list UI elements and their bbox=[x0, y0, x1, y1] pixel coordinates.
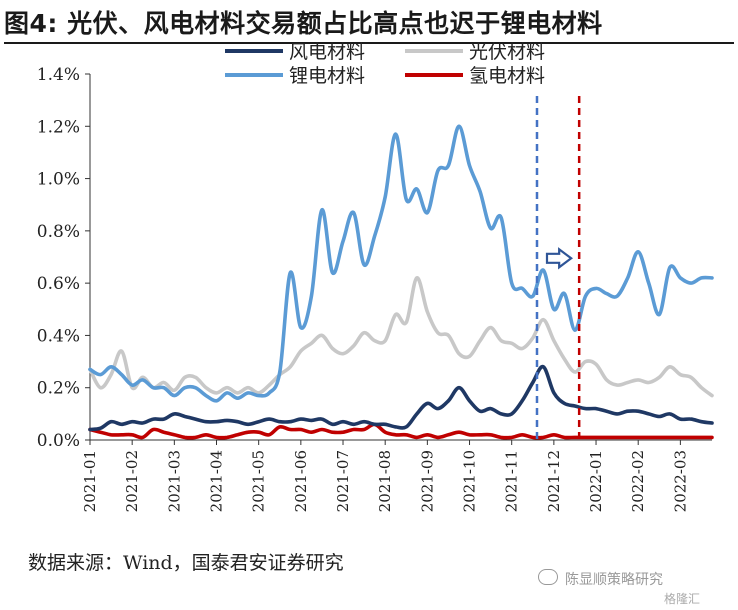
y-tick-label: 0.8% bbox=[37, 222, 80, 242]
watermark-text: 陈显顺策略研究 bbox=[565, 572, 663, 588]
x-tick-label: 2021-02 bbox=[123, 450, 141, 512]
series-line-wind bbox=[88, 364, 714, 432]
x-tick-label: 2022-03 bbox=[671, 450, 689, 512]
y-tick-label: 0.0% bbox=[37, 431, 80, 451]
x-tick-label: 2021-08 bbox=[376, 450, 394, 512]
legend-label-hydrogen: 氢电材料 bbox=[469, 65, 545, 87]
y-tick-label: 0.4% bbox=[37, 326, 80, 346]
x-tick-label: 2021-04 bbox=[208, 450, 226, 512]
series-line-hydrogen bbox=[88, 422, 714, 440]
title-rule bbox=[4, 42, 734, 44]
series-line-solar bbox=[88, 276, 714, 398]
wechat-icon bbox=[538, 569, 558, 585]
x-tick-label: 2022-01 bbox=[587, 450, 605, 512]
legend-label-solar: 光伏材料 bbox=[469, 41, 545, 63]
x-tick-label: 2021-07 bbox=[334, 450, 352, 512]
y-tick-label: 0.6% bbox=[37, 274, 80, 294]
x-tick-label: 2021-12 bbox=[545, 450, 563, 512]
watermark-logo-text: 格隆汇 bbox=[664, 592, 701, 606]
x-tick-label: 2021-09 bbox=[418, 450, 436, 512]
x-tick-label: 2021-01 bbox=[81, 450, 99, 512]
chart-title: 图4: 光伏、风电材料交易额占比高点也迟于锂电材料 bbox=[4, 9, 603, 38]
line-chart: 0.0% 0.2% 0.4% 0.6% 0.8% 1.0% 1.2% 1.4% 2021-01 2… bbox=[37, 41, 714, 512]
legend-label-lithium: 锂电材料 bbox=[289, 65, 365, 87]
legend-label-wind: 风电材料 bbox=[289, 41, 365, 63]
x-tick-label: 2022-02 bbox=[629, 450, 647, 512]
y-tick-label: 1.4% bbox=[37, 65, 80, 85]
right-arrow-icon bbox=[545, 247, 573, 270]
x-tick-label: 2021-05 bbox=[250, 450, 268, 512]
y-tick-label: 1.2% bbox=[37, 117, 80, 137]
source-note: 数据来源：Wind，国泰君安证券研究 bbox=[28, 552, 344, 574]
x-tick-label: 2021-03 bbox=[165, 450, 183, 512]
y-tick-label: 1.0% bbox=[37, 170, 80, 190]
x-tick-label: 2021-11 bbox=[503, 450, 521, 512]
series-line-lithium bbox=[88, 124, 714, 403]
x-tick-label: 2021-06 bbox=[292, 450, 310, 512]
y-tick-label: 0.2% bbox=[37, 379, 80, 399]
x-tick-label: 2021-10 bbox=[461, 450, 479, 512]
